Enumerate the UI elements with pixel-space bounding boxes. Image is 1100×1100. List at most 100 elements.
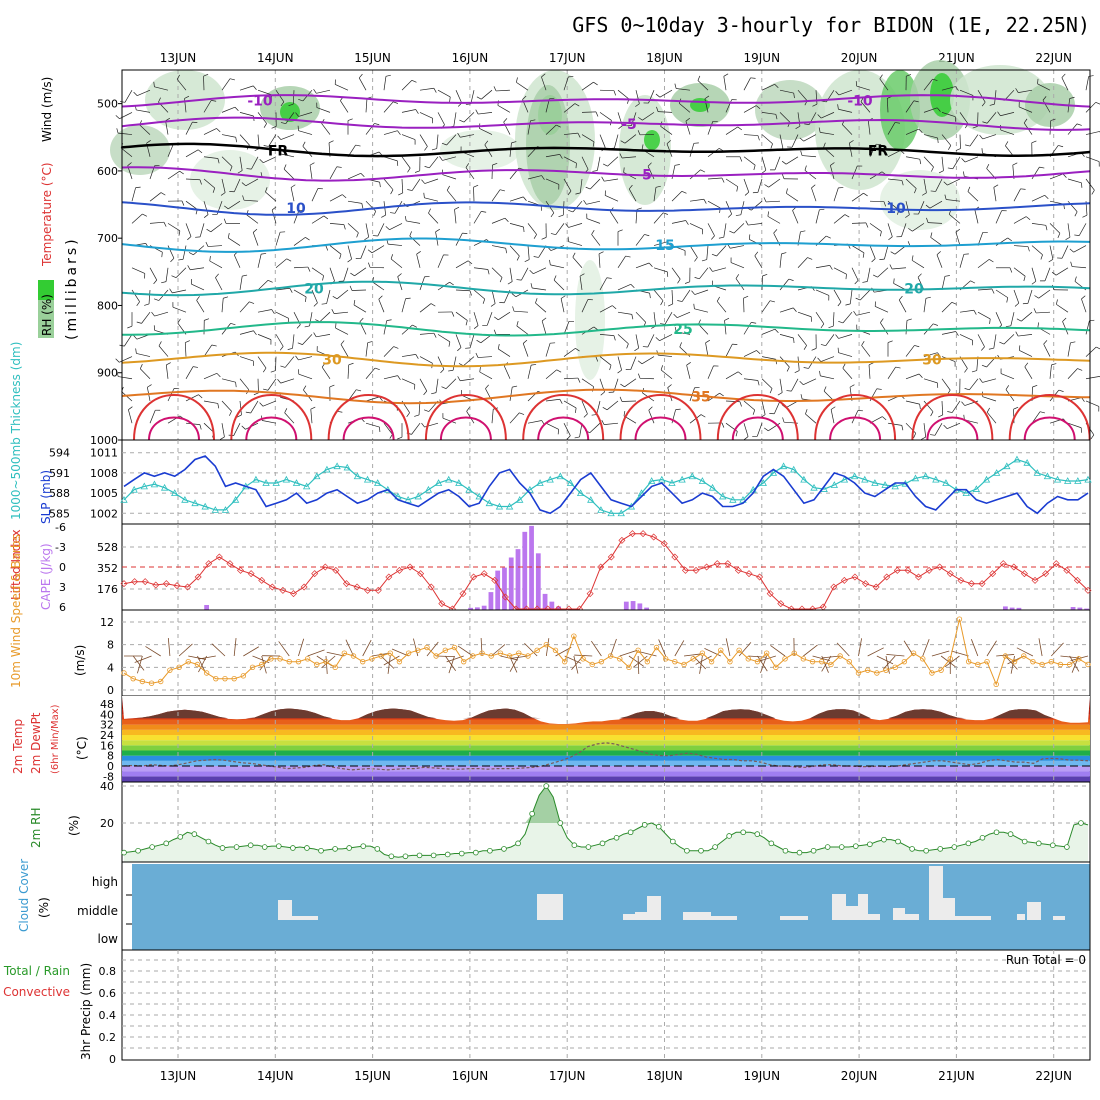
wind-barb-flag [612,305,617,310]
thickness-marker [323,465,331,473]
wind-barb [154,311,169,317]
surface-barb [1005,655,1018,670]
wind-barb [309,312,313,327]
wind-barb-flag [1014,302,1020,307]
wind-barb [969,134,979,147]
wind-barb-flag [837,104,839,110]
wind-barb [671,267,681,280]
rh-blob [190,150,270,210]
surface-barb [821,655,832,672]
wind-speed-marker [295,658,302,665]
isotherm-40-lobe [911,394,994,441]
cape-axis-label: CAPE (J/kg) [39,543,53,610]
wind-barb-flag [310,406,316,410]
wind-barb [664,312,673,325]
wind-barb [527,245,530,260]
wind-barb-flag [830,162,835,166]
wind-barb-flag [817,357,822,362]
isotherm-40-lobe [619,394,702,441]
wind-barb-flag [241,182,246,187]
wind-barb [838,89,853,96]
wind-barb [541,76,547,91]
li-marker [639,530,647,538]
rh-blob [575,260,605,380]
thickness-marker [1023,458,1031,466]
wind-barb [743,322,752,335]
wind-barb [697,80,709,91]
wind-barb-flag [428,208,431,214]
wind-barb-flag [700,414,706,418]
wind-barb [334,311,349,314]
wind-barb-flag [865,222,869,228]
cape-bar [542,593,548,610]
wind-barb-flag [982,121,988,124]
wind-barb-flag [849,384,855,388]
wind-barb [581,156,589,170]
wind-barb-flag [283,164,287,170]
temperature-band [122,735,1090,741]
wind-barb-flag [340,340,345,345]
wind-speed-marker [203,670,210,676]
wind-barb-flag [931,166,934,172]
max-temp-area [122,696,1090,724]
cloud-block [1053,916,1065,920]
wind-barb [215,277,223,291]
wind-barb [830,409,835,424]
wind-barb-flag [617,229,623,232]
wind-barb [383,422,393,435]
surface-barb [545,638,550,657]
wind-barb [676,331,691,335]
wind-barb-flag [1033,308,1037,314]
wind-barb [563,400,577,409]
wind-barb [735,278,745,291]
wind-speed-marker [929,670,935,676]
wind-barb-flag [448,341,451,347]
wind-barb-flag [1070,341,1076,344]
li-marker [703,563,711,571]
wind-barb-flag [944,194,947,200]
wind-barb-flag [601,176,605,182]
thickness-marker [404,495,412,503]
wind-barb [923,134,938,139]
wind-barb-flag [936,251,941,255]
wind-barb-flag [1012,162,1018,166]
wind-barb-flag [530,119,536,122]
li-tick: -3 [55,541,66,554]
wind-barb [622,156,637,159]
wind-barb [165,267,169,282]
wind-barb [498,348,511,357]
date-label-top: 20JUN [841,51,878,65]
wind-barb-flag [675,408,681,411]
wind-barb-flag [205,241,209,247]
wind-barb-flag [574,103,580,107]
wind-barb [797,89,808,101]
surface-barb [445,655,456,671]
wind-barb [635,334,640,349]
wind-barb [917,277,925,291]
wind-barb-flag [389,434,393,439]
thickness-marker [221,506,230,513]
isotherm--5 [121,116,1091,131]
wind-barb [246,214,259,224]
cloud-block [1017,914,1025,920]
wind-speed-marker [617,656,623,662]
wind-barb [321,123,331,135]
isotherm-10 [121,201,1091,216]
wind-barb [1031,245,1043,256]
wind-barb-flag [533,256,539,258]
wind-barb [743,423,749,437]
li-marker [205,560,213,568]
wind-barb [967,191,979,202]
wind-barb-flag [880,318,884,323]
wind-barb-flag [914,345,920,348]
wind-barb-flag [350,272,355,277]
wind-barb [832,312,835,327]
cloud-tick-label: middle [77,904,118,918]
thickness-marker [434,479,443,486]
wind-barb [470,90,475,104]
wind-barb [347,223,359,234]
wind-barb [329,267,335,282]
wind-barb-flag [415,354,419,359]
wind-barb-flag [1042,96,1047,101]
wind-barb [347,364,350,379]
